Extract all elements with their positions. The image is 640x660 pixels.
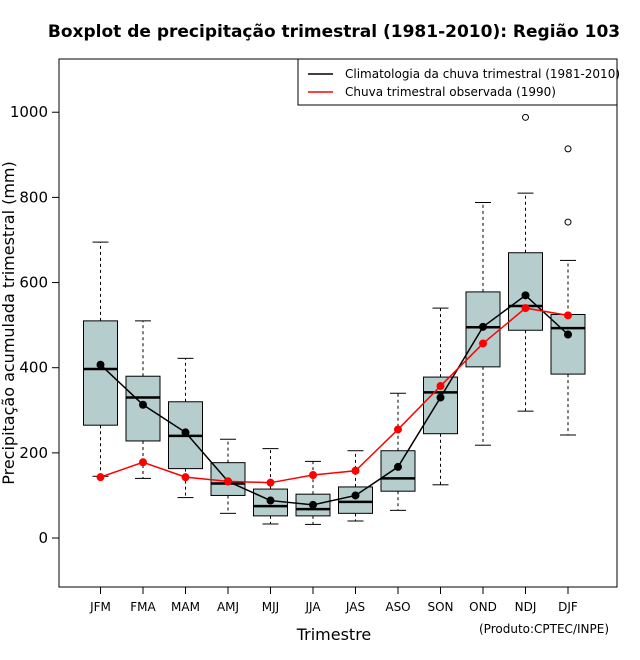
legend-label-climatology: Climatologia da chuva trimestral (1981-2… xyxy=(345,67,620,81)
x-tick-label: JJA xyxy=(304,600,321,614)
x-tick-label: NDJ xyxy=(515,600,537,614)
iqr-box xyxy=(83,320,118,426)
box-aso xyxy=(380,392,416,511)
series-lines xyxy=(96,291,572,509)
series-point-climatology xyxy=(394,462,402,471)
x-tick-label: AMJ xyxy=(217,600,239,614)
outlier-point xyxy=(564,145,572,153)
x-tick-label: JAS xyxy=(345,600,365,614)
box-ndj xyxy=(508,113,543,412)
series-point-observed xyxy=(394,425,402,434)
box-jja xyxy=(295,460,331,525)
x-tick-label: DJF xyxy=(558,600,578,614)
series-point-climatology xyxy=(96,360,105,369)
x-tick-label: ASO xyxy=(385,600,410,614)
x-tick-label: JFM xyxy=(89,600,111,614)
y-tick-label: 600 xyxy=(19,274,48,292)
box-djf xyxy=(550,145,586,436)
series-line-observed xyxy=(100,307,569,484)
box-jfm xyxy=(83,241,118,477)
series-point-climatology xyxy=(436,393,445,402)
series-point-observed xyxy=(521,304,530,313)
y-tick-label: 200 xyxy=(19,444,48,462)
series-point-observed xyxy=(351,466,360,475)
y-tick-label: 800 xyxy=(19,188,48,206)
series-point-observed xyxy=(224,477,232,486)
series-point-climatology xyxy=(309,500,317,509)
x-axis-label: Trimestre xyxy=(296,625,372,644)
x-tick-label: MAM xyxy=(171,600,200,614)
iqr-box xyxy=(550,313,586,375)
x-tick-label: SON xyxy=(427,600,453,614)
series-point-observed xyxy=(309,471,317,480)
legend-label-observed: Chuva trimestral observada (1990) xyxy=(345,85,556,99)
x-tick-label: MJJ xyxy=(262,600,279,614)
series-point-observed xyxy=(479,339,487,348)
series-point-observed xyxy=(564,311,572,320)
chart-title: Boxplot de precipitação trimestral (1981… xyxy=(48,22,620,42)
y-tick-label: 1000 xyxy=(10,103,48,121)
iqr-box xyxy=(380,450,416,492)
y-axis: 0 200 400 600 800 1000 xyxy=(10,103,60,547)
series-point-observed xyxy=(266,478,275,487)
series-point-observed xyxy=(181,473,190,482)
legend-box xyxy=(297,58,618,106)
series-point-observed xyxy=(96,473,105,482)
series-point-climatology xyxy=(479,322,487,331)
box-amj xyxy=(210,438,246,514)
credit-note: (Produto:CPTEC/INPE) xyxy=(479,622,609,636)
series-point-observed xyxy=(436,382,445,391)
series-line-climatology xyxy=(99,294,569,506)
x-tick-label: FMA xyxy=(130,600,156,614)
series-point-climatology xyxy=(139,400,147,409)
series-point-climatology xyxy=(521,291,530,300)
y-tick-label: 0 xyxy=(38,529,48,547)
y-axis-label: Precipitação acumulada trimestral (mm) xyxy=(0,161,18,485)
box-fma xyxy=(125,320,161,479)
outlier-point xyxy=(564,218,572,226)
y-tick-label: 400 xyxy=(19,359,48,377)
box-jas xyxy=(338,450,373,522)
series-point-climatology xyxy=(351,491,360,500)
series-point-climatology xyxy=(181,428,190,437)
boxplots xyxy=(83,113,586,525)
iqr-box xyxy=(338,486,373,514)
series-point-observed xyxy=(139,458,147,467)
outlier-point xyxy=(522,113,529,121)
legend: Climatologia da chuva trimestral (1981-2… xyxy=(297,58,620,106)
x-axis: JFM FMA MAM AMJ MJJ JJA JAS ASO SON OND NDJ DJF xyxy=(89,586,578,614)
x-tick-label: OND xyxy=(469,600,497,614)
series-point-climatology xyxy=(564,330,572,339)
series-point-climatology xyxy=(266,496,275,505)
